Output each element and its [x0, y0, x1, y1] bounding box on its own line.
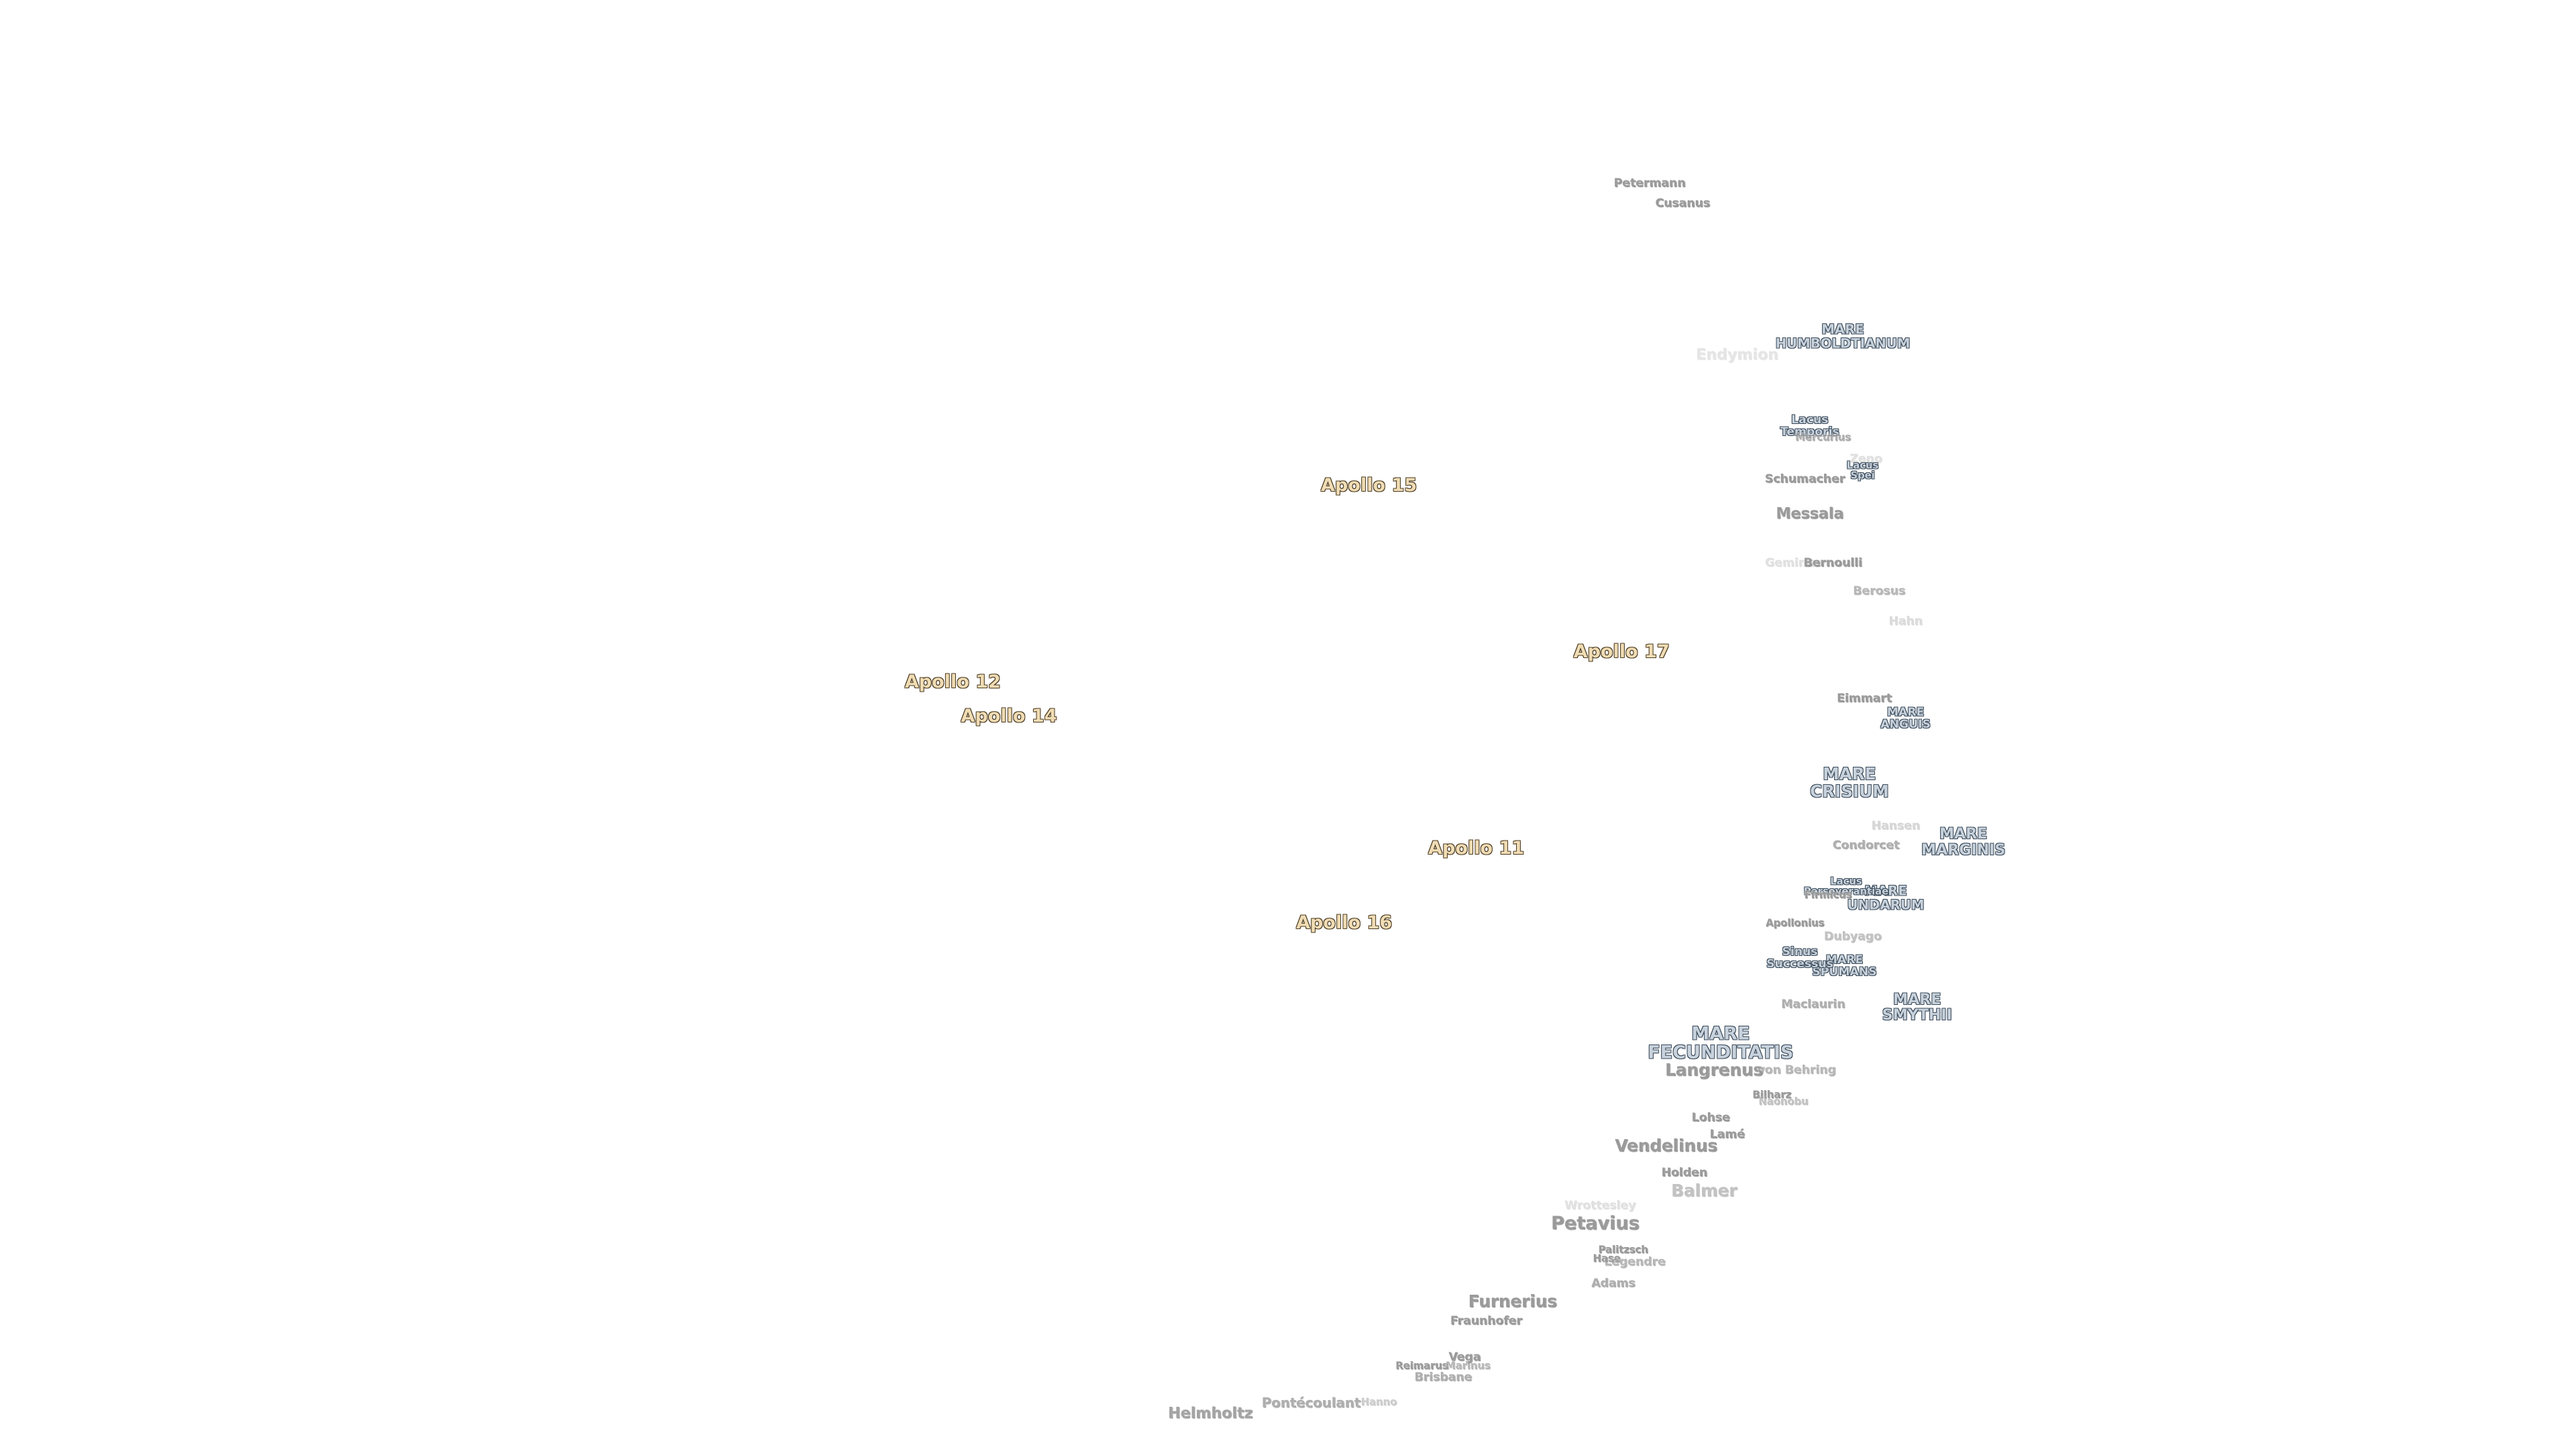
- crater-label: Berosus: [1853, 584, 1906, 598]
- crater-label: Balmer: [1671, 1180, 1737, 1200]
- mare-label: MARE FECUNDITATIS: [1648, 1023, 1794, 1063]
- mare-label: Lacus Perseverantiae: [1803, 875, 1889, 898]
- mare-label: Lacus Temporis: [1780, 413, 1839, 439]
- crater-label: Mercurius: [1795, 431, 1851, 443]
- apollo-label: Apollo 17: [1573, 641, 1670, 663]
- mare-label: MARE ANGUIS: [1880, 705, 1931, 731]
- crater-label: Marinus: [1445, 1359, 1491, 1371]
- crater-label: Reimarus: [1395, 1359, 1448, 1371]
- mare-label: MARE SMYTHII: [1882, 990, 1952, 1024]
- crater-label: Hansen: [1871, 818, 1921, 833]
- crater-label: Dubyago: [1823, 929, 1882, 943]
- crater-label: Pontécoulant: [1261, 1395, 1361, 1411]
- apollo-label: Apollo 15: [1321, 474, 1417, 496]
- mare-label: MARE UNDARUM: [1847, 883, 1925, 913]
- crater-label: Helmholtz: [1168, 1404, 1253, 1422]
- mare-label: MARE MARGINIS: [1921, 825, 2006, 859]
- crater-label: Fraunhofer: [1450, 1314, 1522, 1328]
- crater-label: Holden: [1661, 1165, 1707, 1179]
- crater-label: Palitzsch: [1598, 1244, 1648, 1256]
- apollo-label: Apollo 12: [904, 671, 1001, 692]
- crater-label: Hase: [1593, 1252, 1621, 1264]
- crater-label: Messala: [1776, 504, 1844, 522]
- crater-label: Geminus: [1765, 556, 1822, 570]
- crater-label: von Behring: [1757, 1063, 1836, 1077]
- crater-label: Cusanus: [1655, 196, 1711, 210]
- crater-label: Furnerius: [1468, 1291, 1557, 1311]
- crater-label: Petavius: [1551, 1212, 1640, 1234]
- crater-label: Bernoulli: [1803, 556, 1862, 570]
- crater-label: Endymion: [1696, 345, 1778, 364]
- mare-label: MARE SPUMANS: [1812, 953, 1877, 979]
- crater-label: Lohse: [1691, 1111, 1730, 1125]
- mare-label: Sinus Successus: [1766, 945, 1833, 971]
- crater-label: Zeno: [1849, 452, 1882, 466]
- crater-label: Legendre: [1604, 1254, 1666, 1269]
- crater-label: Schumacher: [1764, 472, 1845, 486]
- crater-label: Adams: [1591, 1276, 1635, 1290]
- apollo-label: Apollo 16: [1296, 912, 1393, 933]
- crater-label: Langrenus: [1665, 1060, 1764, 1080]
- crater-label: Firmicus: [1804, 889, 1852, 901]
- mare-label: MARE HUMBOLDTIANUM: [1775, 321, 1911, 352]
- crater-label: Eimmart: [1837, 692, 1892, 706]
- crater-label: Hahn: [1888, 614, 1923, 628]
- crater-label: Apollonius: [1766, 917, 1825, 929]
- apollo-label: Apollo 11: [1428, 838, 1525, 859]
- crater-label: Lamé: [1709, 1128, 1745, 1142]
- crater-label: Wrottesley: [1564, 1198, 1636, 1212]
- crater-label: Brisbane: [1414, 1370, 1472, 1384]
- crater-label: Condorcet: [1832, 839, 1900, 853]
- crater-label: Petermann: [1613, 176, 1686, 191]
- crater-label: Naonobu: [1758, 1095, 1809, 1108]
- mare-label: MARE CRISIUM: [1810, 763, 1889, 801]
- crater-label: Vendelinus: [1615, 1136, 1718, 1156]
- mare-label: Lacus Spei: [1846, 460, 1879, 482]
- crater-label: Bilharz: [1752, 1089, 1792, 1101]
- crater-label: Vega: [1448, 1350, 1481, 1364]
- apollo-label: Apollo 14: [961, 706, 1057, 727]
- crater-label: Hanno: [1360, 1396, 1397, 1408]
- crater-label: Maclaurin: [1781, 997, 1845, 1011]
